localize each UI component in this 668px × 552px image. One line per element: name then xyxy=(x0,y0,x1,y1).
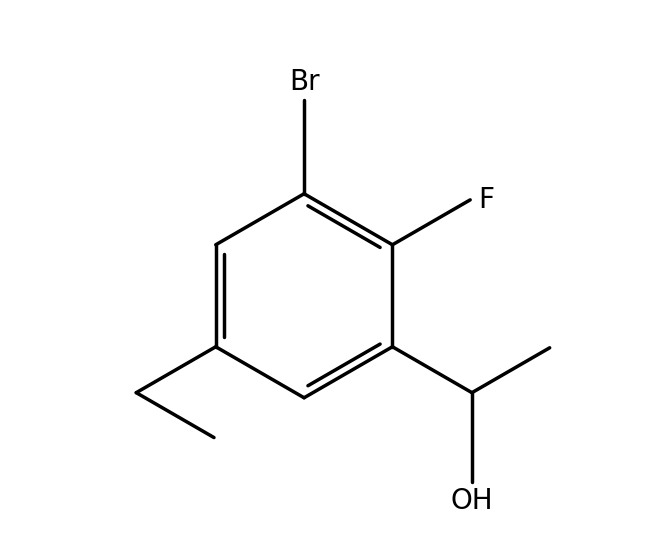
Text: OH: OH xyxy=(451,487,493,514)
Text: Br: Br xyxy=(289,68,319,95)
Text: F: F xyxy=(478,186,494,214)
